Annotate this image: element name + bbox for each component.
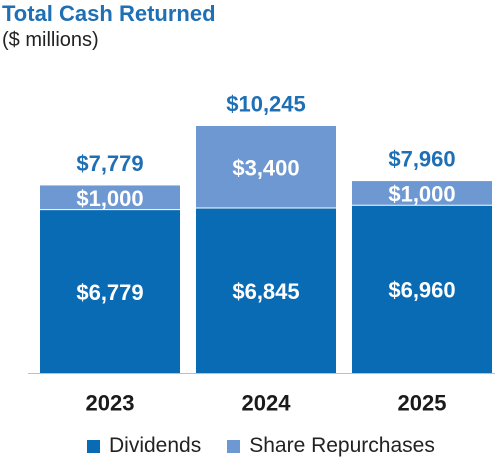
chart-title: Total Cash Returned <box>2 1 216 26</box>
x-tick-label-2023: 2023 <box>86 391 135 416</box>
bar-dividends-2023 <box>40 209 180 373</box>
bar-share-repurchases-2025 <box>352 181 492 206</box>
legend-label-dividends: Dividends <box>109 434 202 457</box>
data-label-dividends-2023: $6,779 <box>76 280 143 305</box>
data-label-share-repurchases-2023: $1,000 <box>76 186 143 211</box>
legend-label-share-repurchases: Share Repurchases <box>249 434 435 457</box>
data-label-share-repurchases-2024: $3,400 <box>232 155 299 180</box>
total-label-2023: $7,779 <box>76 151 143 176</box>
chart-subtitle: ($ millions) <box>2 29 99 51</box>
legend-swatch-dividends <box>87 439 100 453</box>
legend-item-share-repurchases: Share Repurchases <box>227 434 435 458</box>
total-label-2025: $7,960 <box>388 147 455 172</box>
data-label-dividends-2025: $6,960 <box>388 278 455 303</box>
bar-share-repurchases-2024 <box>196 126 336 208</box>
x-tick-label-2025: 2025 <box>398 391 447 416</box>
bar-dividends-2024 <box>196 207 336 373</box>
total-label-2024: $10,245 <box>226 92 306 117</box>
legend: Dividends Share Repurchases <box>87 434 435 458</box>
legend-item-dividends: Dividends <box>87 434 201 458</box>
data-label-dividends-2024: $6,845 <box>232 279 299 304</box>
bar-dividends-2025 <box>352 205 492 373</box>
data-label-share-repurchases-2025: $1,000 <box>388 182 455 207</box>
x-tick-label-2024: 2024 <box>242 391 292 416</box>
bar-share-repurchases-2023 <box>40 185 180 210</box>
legend-swatch-share-repurchases <box>227 439 241 453</box>
